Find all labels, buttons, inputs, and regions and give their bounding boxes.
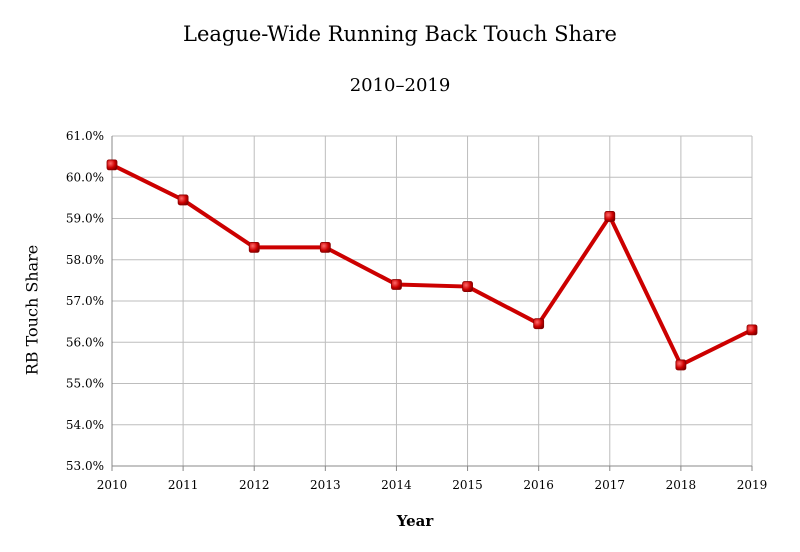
data-point [462, 281, 473, 292]
x-tick-label: 2011 [168, 478, 199, 492]
y-tick-label: 59.0% [66, 212, 104, 226]
x-tick-label: 2016 [523, 478, 554, 492]
data-point [675, 359, 687, 371]
y-tick-label: 53.0% [66, 459, 104, 473]
y-tick-label: 54.0% [66, 418, 104, 432]
y-tick-label: 57.0% [66, 294, 104, 308]
x-tick-label: 2017 [595, 478, 626, 492]
y-tick-label: 55.0% [66, 377, 104, 391]
x-tick-label: 2012 [239, 478, 270, 492]
y-tick-label: 61.0% [66, 129, 104, 143]
data-point [746, 324, 758, 336]
data-point [177, 194, 189, 206]
y-tick-label: 60.0% [66, 170, 104, 184]
y-tick-label: 58.0% [66, 253, 104, 267]
x-tick-label: 2010 [97, 478, 128, 492]
data-point [391, 279, 402, 290]
x-tick-label: 2019 [737, 478, 768, 492]
series-line [111, 163, 753, 367]
chart-title: League-Wide Running Back Touch Share [183, 22, 617, 46]
data-point [604, 211, 616, 222]
y-tick-label: 56.0% [66, 335, 104, 349]
data-point [533, 318, 545, 330]
x-tick-label: 2014 [381, 478, 412, 492]
x-axis-label: Year [396, 512, 434, 530]
data-point [106, 159, 118, 171]
x-tick-label: 2018 [666, 478, 697, 492]
x-tick-label: 2013 [310, 478, 341, 492]
data-point [319, 241, 331, 253]
chart-subtitle: 2010–2019 [349, 75, 451, 96]
data-point [248, 241, 260, 253]
x-tick-label: 2015 [452, 478, 483, 492]
